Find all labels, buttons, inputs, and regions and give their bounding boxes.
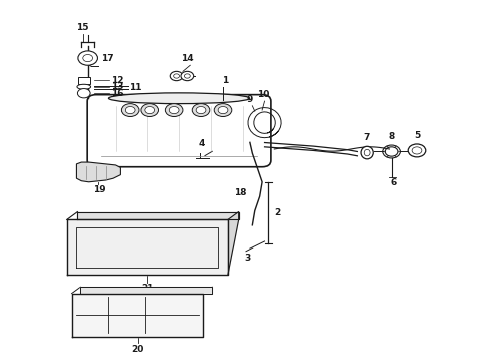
Text: 19: 19 [93, 185, 106, 194]
Text: 21: 21 [141, 284, 153, 293]
Polygon shape [77, 212, 239, 220]
Circle shape [214, 104, 232, 117]
Circle shape [192, 104, 210, 117]
Circle shape [141, 104, 159, 117]
Text: 9: 9 [246, 95, 253, 104]
Polygon shape [76, 162, 121, 182]
Text: 2: 2 [274, 208, 281, 217]
Text: 11: 11 [129, 83, 141, 92]
Circle shape [196, 107, 206, 114]
Text: 10: 10 [257, 90, 270, 99]
Text: 13: 13 [111, 82, 123, 91]
Circle shape [78, 51, 98, 65]
Text: 4: 4 [199, 139, 205, 148]
Text: 8: 8 [389, 132, 395, 141]
Ellipse shape [108, 93, 249, 104]
Text: 1: 1 [222, 76, 228, 85]
Ellipse shape [361, 146, 373, 159]
Ellipse shape [77, 84, 91, 89]
Text: 18: 18 [234, 188, 246, 197]
Text: 12: 12 [111, 76, 123, 85]
Circle shape [145, 107, 155, 114]
FancyBboxPatch shape [87, 95, 271, 167]
Text: 17: 17 [101, 54, 114, 63]
Text: 6: 6 [391, 179, 397, 188]
Text: 5: 5 [414, 131, 420, 140]
Polygon shape [72, 294, 203, 337]
Text: 20: 20 [131, 345, 144, 354]
Text: 3: 3 [245, 254, 250, 263]
Circle shape [122, 104, 139, 117]
Circle shape [169, 107, 179, 114]
Circle shape [125, 107, 135, 114]
Circle shape [181, 71, 194, 81]
Circle shape [77, 89, 90, 98]
Text: 14: 14 [181, 54, 194, 63]
Text: 16: 16 [111, 89, 123, 98]
Polygon shape [67, 220, 228, 275]
Text: 15: 15 [76, 23, 89, 32]
Polygon shape [80, 287, 212, 294]
Circle shape [408, 144, 426, 157]
Circle shape [218, 107, 228, 114]
Circle shape [165, 104, 183, 117]
Bar [78, 77, 90, 84]
Polygon shape [228, 212, 239, 275]
Text: 7: 7 [363, 133, 369, 142]
Circle shape [170, 71, 183, 81]
